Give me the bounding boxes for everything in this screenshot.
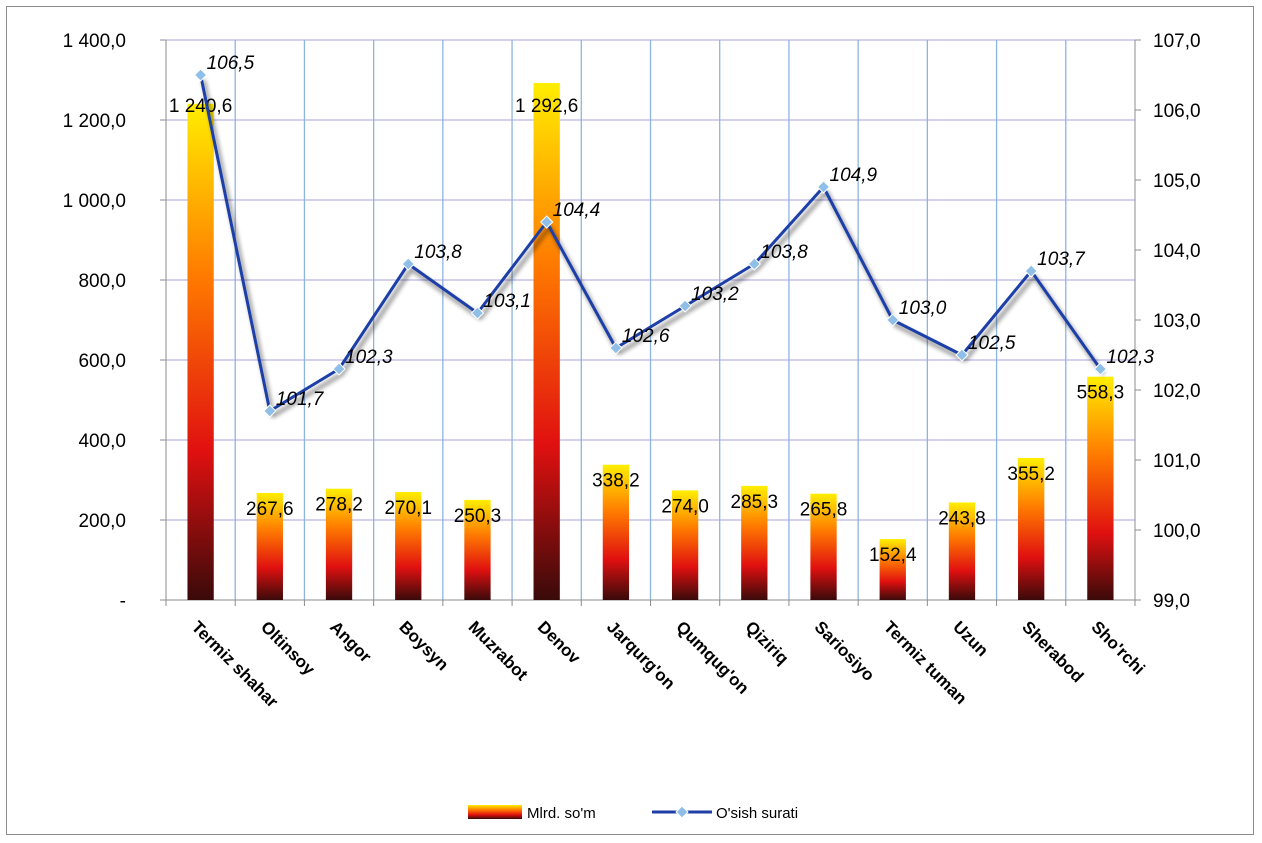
bar-0 <box>187 103 214 600</box>
category-label-13: Sho'rchi <box>1088 617 1149 678</box>
bar-8 <box>741 485 768 600</box>
line-marker-13 <box>1093 362 1108 376</box>
line-marker-11 <box>955 348 969 362</box>
bar-label-2: 278,2 <box>315 495 363 516</box>
growth-line <box>199 74 1102 413</box>
bar-label-9: 265,8 <box>800 500 848 521</box>
category-label-11: Uzun <box>949 617 992 660</box>
line-label-13: 102,3 <box>1106 347 1154 368</box>
legend-swatch-bars <box>468 805 522 819</box>
legend-label-bars: Mlrd. so'm <box>527 805 596 822</box>
y-left-label-0: - <box>120 591 126 612</box>
y-right-label-0: 99,0 <box>1153 591 1190 612</box>
y-left-label-4: 800,0 <box>78 271 126 292</box>
bar-10 <box>879 539 906 600</box>
category-label-3: Boysyn <box>395 617 452 674</box>
line-label-1: 101,7 <box>276 389 325 410</box>
category-label-12: Sherabod <box>1018 617 1087 686</box>
y-left-label-6: 1 200,0 <box>63 111 126 132</box>
bar-2 <box>325 488 353 600</box>
line-label-10: 103,0 <box>899 298 947 319</box>
y-right-label-2: 101,0 <box>1153 451 1201 472</box>
bar-label-0: 1 240,6 <box>169 96 232 117</box>
bar-7 <box>671 490 699 600</box>
bar-label-6: 338,2 <box>592 471 640 492</box>
line-label-0: 106,5 <box>207 53 255 74</box>
bar-3 <box>395 491 422 600</box>
bar-label-13: 558,3 <box>1077 383 1125 404</box>
legend: Mlrd. so'm O'sish surati <box>468 805 798 822</box>
category-label-9: Sariosiyo <box>811 617 879 685</box>
y-right-label-4: 103,0 <box>1153 311 1201 332</box>
bar-series <box>187 82 1114 600</box>
bar-12 <box>1018 457 1045 600</box>
line-label-2: 102,3 <box>345 347 393 368</box>
line-marker-1 <box>263 404 277 418</box>
y-right-label-7: 106,0 <box>1153 101 1201 122</box>
line-marker-10 <box>886 313 900 327</box>
legend-swatch-marker <box>675 805 689 819</box>
y-right-label-1: 100,0 <box>1153 521 1201 542</box>
bar-label-11: 243,8 <box>938 508 986 529</box>
bar-label-8: 285,3 <box>731 492 779 513</box>
bar-5 <box>533 82 560 600</box>
line-label-7: 103,2 <box>691 284 739 305</box>
line-label-5: 104,4 <box>553 200 601 221</box>
line-marker-4 <box>470 306 485 320</box>
line-label-4: 103,1 <box>483 291 531 312</box>
bar-label-1: 267,6 <box>246 499 294 520</box>
bar-label-12: 355,2 <box>1007 464 1055 485</box>
bar-label-5: 1 292,6 <box>515 96 578 117</box>
line-label-8: 103,8 <box>760 242 808 263</box>
bar-13 <box>1087 376 1114 600</box>
bar-6 <box>602 464 630 600</box>
line-label-9: 104,9 <box>830 165 878 186</box>
y-left-label-2: 400,0 <box>78 431 126 452</box>
category-label-4: Muzrabot <box>465 617 532 684</box>
line-marker-3 <box>401 257 415 271</box>
category-label-6: Jarqurg'on <box>603 617 679 693</box>
category-label-7: Qumqug'on <box>672 617 752 697</box>
line-marker-6 <box>609 341 623 355</box>
category-label-8: Qiziriq <box>741 617 792 668</box>
bar-4 <box>464 499 491 600</box>
line-marker-7 <box>678 299 692 313</box>
tick-labels: - 200,0 400,0 600,0 800,0 1 000,0 1 200,0 1 400… <box>63 31 1201 612</box>
bar-data-labels: 1 240,6 267,6 278,2 270,1 250,3 1 292,6 338,2 2… <box>169 96 1124 566</box>
line-marker-9 <box>816 180 831 194</box>
legend-label-line: O'sish surati <box>716 805 798 822</box>
y-left-label-7: 1 400,0 <box>63 31 126 52</box>
line-marker-5 <box>539 215 554 229</box>
line-marker-2 <box>332 362 346 376</box>
category-label-2: Angor <box>326 617 375 666</box>
category-label-1: Oltinsoy <box>257 617 319 679</box>
bar-label-3: 270,1 <box>384 498 432 519</box>
y-right-label-3: 102,0 <box>1153 381 1201 402</box>
line-marker-12 <box>1024 264 1038 278</box>
line-label-11: 102,5 <box>968 333 1016 354</box>
bar-label-10: 152,4 <box>869 545 917 566</box>
line-data-labels: 106,5 101,7 102,3 103,8 103,1 104,4 102,6 103,2… <box>207 53 1155 410</box>
line-marker-0 <box>193 68 208 82</box>
line-label-6: 102,6 <box>622 326 670 347</box>
bar-1 <box>256 492 283 600</box>
category-label-5: Denov <box>534 617 585 668</box>
line-series <box>193 68 1108 418</box>
line-label-3: 103,8 <box>414 242 462 263</box>
y-left-label-1: 200,0 <box>78 511 126 532</box>
bar-11 <box>948 502 976 600</box>
y-left-label-3: 600,0 <box>78 351 126 372</box>
line-marker-8 <box>747 257 762 271</box>
bar-label-4: 250,3 <box>454 506 502 527</box>
bar-label-7: 274,0 <box>661 496 709 517</box>
y-right-label-6: 105,0 <box>1153 171 1201 192</box>
bar-9 <box>810 493 837 600</box>
line-label-12: 103,7 <box>1037 249 1086 270</box>
y-left-label-5: 1 000,0 <box>63 191 126 212</box>
y-right-label-8: 107,0 <box>1153 31 1201 52</box>
y-right-label-5: 104,0 <box>1153 241 1201 262</box>
